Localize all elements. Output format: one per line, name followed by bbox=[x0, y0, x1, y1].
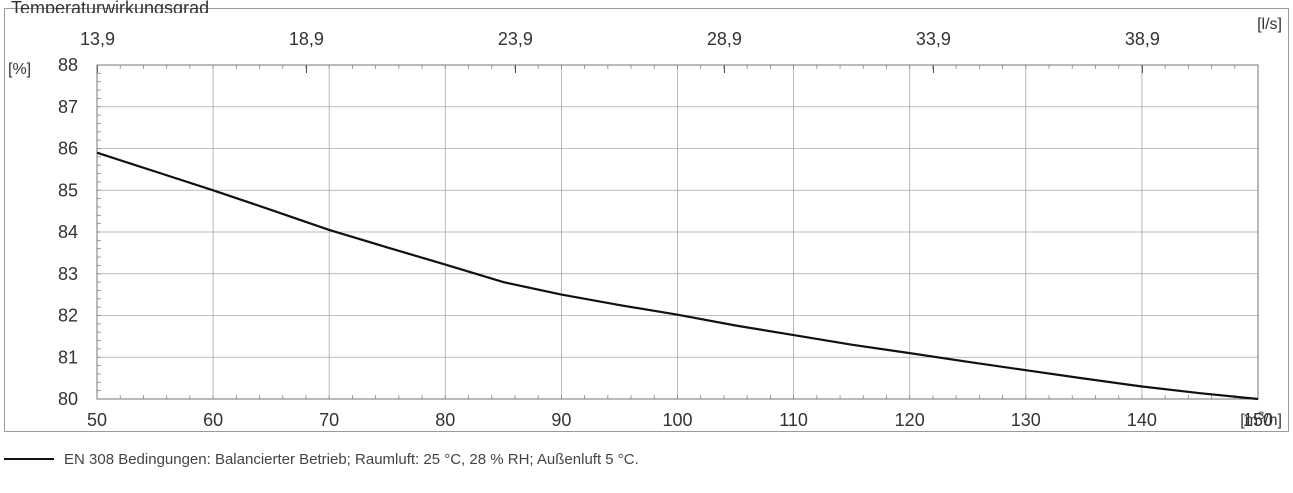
series-group bbox=[96, 151, 1259, 401]
y-tick-label: 85 bbox=[58, 180, 78, 200]
x2-unit-label: [l/s] bbox=[1257, 16, 1282, 33]
series-line bbox=[96, 151, 1259, 401]
x-unit-label: [m3/h] bbox=[1240, 410, 1282, 429]
tick-labels: 80 81 82 83 84 85 86 87 88 50 60 70 80 90 100 110 120 130… bbox=[58, 29, 1273, 430]
efficiency-chart: 80 81 82 83 84 85 86 87 88 50 60 70 80 90 100 110 120 130… bbox=[8, 16, 1282, 430]
x-tick-label: 90 bbox=[551, 410, 571, 430]
x-tick-label: 100 bbox=[662, 410, 692, 430]
y-tick-label: 81 bbox=[58, 347, 78, 367]
grid-lines bbox=[96, 64, 1259, 400]
x-tick-label: 140 bbox=[1127, 410, 1157, 430]
x2-tick-label: 33,9 bbox=[916, 29, 951, 49]
y-tick-label: 84 bbox=[58, 222, 78, 242]
x2-tick-label: 23,9 bbox=[498, 29, 533, 49]
y-tick-label: 80 bbox=[58, 389, 78, 409]
y-tick-label: 86 bbox=[58, 139, 78, 159]
x-tick-label: 80 bbox=[435, 410, 455, 430]
y-tick-label: 88 bbox=[58, 55, 78, 75]
x-tick-label: 150 bbox=[1243, 410, 1273, 430]
x2-tick-label: 13,9 bbox=[80, 29, 115, 49]
y-tick-label: 82 bbox=[58, 306, 78, 326]
axes bbox=[96, 64, 1259, 400]
legend-swatch bbox=[4, 458, 54, 460]
x-tick-label: 110 bbox=[779, 410, 808, 430]
chart-frame: Temperaturwirkungsgrad bbox=[4, 0, 1289, 432]
x2-tick-label: 38,9 bbox=[1125, 29, 1160, 49]
x-tick-label: 70 bbox=[319, 410, 339, 430]
y-tick-label: 87 bbox=[58, 97, 78, 117]
chart-title-fragment: Temperaturwirkungsgrad bbox=[11, 0, 210, 13]
x-tick-label: 60 bbox=[203, 410, 223, 430]
legend: EN 308 Bedingungen: Balancierter Betrieb… bbox=[4, 448, 639, 470]
x-tick-label: 120 bbox=[895, 410, 925, 430]
x-tick-label: 50 bbox=[87, 410, 107, 430]
x2-tick-label: 18,9 bbox=[289, 29, 324, 49]
y-unit-label: [%] bbox=[8, 61, 31, 78]
x-tick-label: 130 bbox=[1011, 410, 1041, 430]
plot-area-border bbox=[96, 64, 1259, 400]
x2-tick-label: 28,9 bbox=[707, 29, 742, 49]
legend-label: EN 308 Bedingungen: Balancierter Betrieb… bbox=[64, 450, 639, 468]
y-tick-label: 83 bbox=[58, 264, 78, 284]
